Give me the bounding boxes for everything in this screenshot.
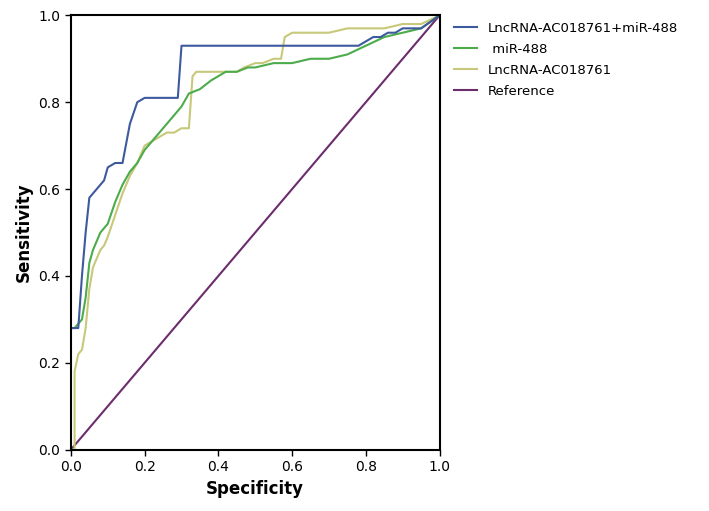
X-axis label: Specificity: Specificity	[206, 480, 304, 498]
Y-axis label: Sensitivity: Sensitivity	[15, 183, 33, 282]
Legend: LncRNA-AC018761+miR-488,  miR-488, LncRNA-AC018761, Reference: LncRNA-AC018761+miR-488, miR-488, LncRNA…	[454, 22, 678, 98]
